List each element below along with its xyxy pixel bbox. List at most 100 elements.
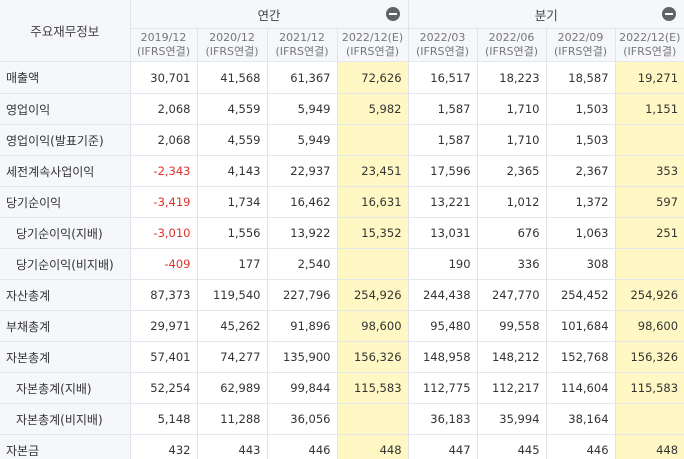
value-cell: 1,063 [545,217,616,249]
value-cell: 16,462 [266,186,337,218]
period-label: 2020/12 [209,31,255,44]
basis-label: (IFRS연결) [345,45,400,58]
value-cell: 446 [545,434,616,459]
table-row: 당기순이익(비지배) -409 177 2,540 190 336 308 [0,248,684,280]
value-cell: 152,768 [545,341,616,373]
value-cell: 74,277 [196,341,267,373]
value-cell: 114,604 [545,372,616,404]
period-header: 2022/12(E) (IFRS연결) [336,28,409,62]
row-label: 당기순이익(지배) [0,217,130,249]
basis-label: (IFRS연결) [275,45,329,58]
row-label: 자본총계(지배) [0,372,130,404]
value-cell: 52,254 [129,372,197,404]
period-label: 2022/12(E) [619,31,681,44]
value-cell: 17,596 [407,155,478,187]
value-cell: 254,452 [545,279,616,311]
row-label: 자본총계 [0,341,130,373]
table-row: 영업이익(발표기준) 2,068 4,559 5,949 1,587 1,710 1,503 [0,124,684,156]
value-cell: 4,143 [196,155,267,187]
table-row: 세전계속사업이익 -2,343 4,143 22,937 23,451 17,596 2,3… [0,155,684,187]
row-label: 당기순이익 [0,186,130,218]
estimate-cell: 353 [614,155,684,187]
estimate-cell: 115,583 [614,372,684,404]
table-row: 당기순이익(지배) -3,010 1,556 13,922 15,352 13,031 67… [0,217,684,249]
value-cell: 35,994 [476,403,547,435]
value-cell: 2,068 [129,124,197,156]
row-label: 자산총계 [0,279,130,311]
value-cell: 29,971 [129,310,197,342]
estimate-cell [336,248,409,280]
collapse-quarterly-icon[interactable] [662,7,677,21]
table-row: 자산총계 87,373 119,540 227,796 254,926 244,438 24… [0,279,684,311]
row-label: 당기순이익(비지배) [0,248,130,280]
value-cell: 227,796 [266,279,337,311]
basis-label: (IFRS연결) [485,45,539,58]
value-cell: 1,503 [545,93,616,125]
estimate-cell: 19,271 [614,61,684,94]
value-cell: 13,031 [407,217,478,249]
value-cell: 119,540 [196,279,267,311]
value-cell: 5,949 [266,124,337,156]
period-label: 2019/12 [140,31,187,44]
row-label: 자본금 [0,434,130,459]
collapse-annual-icon[interactable] [385,7,400,21]
quarterly-label: 분기 [534,7,558,23]
value-cell: 4,559 [196,124,267,156]
estimate-cell: 251 [614,217,684,249]
value-cell: 112,217 [476,372,547,404]
value-cell: 91,896 [266,310,337,342]
value-cell: 41,568 [196,61,267,94]
estimate-cell [614,403,684,435]
row-label: 세전계속사업이익 [0,155,130,187]
estimate-cell: 5,982 [336,93,409,125]
value-cell: 1,372 [545,186,616,218]
value-cell: 112,775 [407,372,478,404]
value-cell: 447 [407,434,478,459]
estimate-cell: 448 [336,434,409,459]
value-cell: 1,012 [476,186,547,218]
value-cell: -2,343 [129,155,197,187]
basis-label: (IFRS연결) [623,45,677,58]
value-cell: 445 [476,434,547,459]
value-cell: 16,517 [407,61,478,94]
value-cell: 432 [129,434,197,459]
estimate-cell: 16,631 [336,186,409,218]
value-cell: 1,710 [476,124,547,156]
value-cell: 1,556 [196,217,267,249]
table-row: 자본금 432 443 446 448 447 445 446 448 [0,434,684,459]
estimate-cell: 23,451 [336,155,409,187]
value-cell: 1,734 [196,186,267,218]
value-cell: 87,373 [129,279,197,311]
basis-label: (IFRS연결) [416,45,470,58]
value-cell: 443 [196,434,267,459]
period-header: 2020/12 (IFRS연결) [196,28,267,62]
estimate-cell: 1,151 [614,93,684,125]
row-label: 자본총계(비지배) [0,403,130,435]
estimate-cell: 72,626 [336,61,409,94]
value-cell: 18,223 [476,61,547,94]
value-cell: 1,710 [476,93,547,125]
period-label: 2022/12(E) [341,31,404,44]
value-cell: 1,587 [407,93,478,125]
value-cell: 1,503 [545,124,616,156]
value-cell: 177 [196,248,267,280]
value-cell: 1,587 [407,124,478,156]
estimate-cell: 115,583 [336,372,409,404]
estimate-cell: 254,926 [614,279,684,311]
value-cell: 446 [266,434,337,459]
value-cell: 13,922 [266,217,337,249]
period-header: 2022/06 (IFRS연결) [476,28,547,62]
value-cell: 336 [476,248,547,280]
value-cell: 11,288 [196,403,267,435]
value-cell: 148,212 [476,341,547,373]
period-header: 2021/12 (IFRS연결) [266,28,337,62]
value-cell: 61,367 [266,61,337,94]
value-cell: 45,262 [196,310,267,342]
estimate-cell: 448 [614,434,684,459]
value-cell: 2,365 [476,155,547,187]
row-label: 매출액 [0,61,130,94]
value-cell: 38,164 [545,403,616,435]
estimate-cell: 98,600 [336,310,409,342]
